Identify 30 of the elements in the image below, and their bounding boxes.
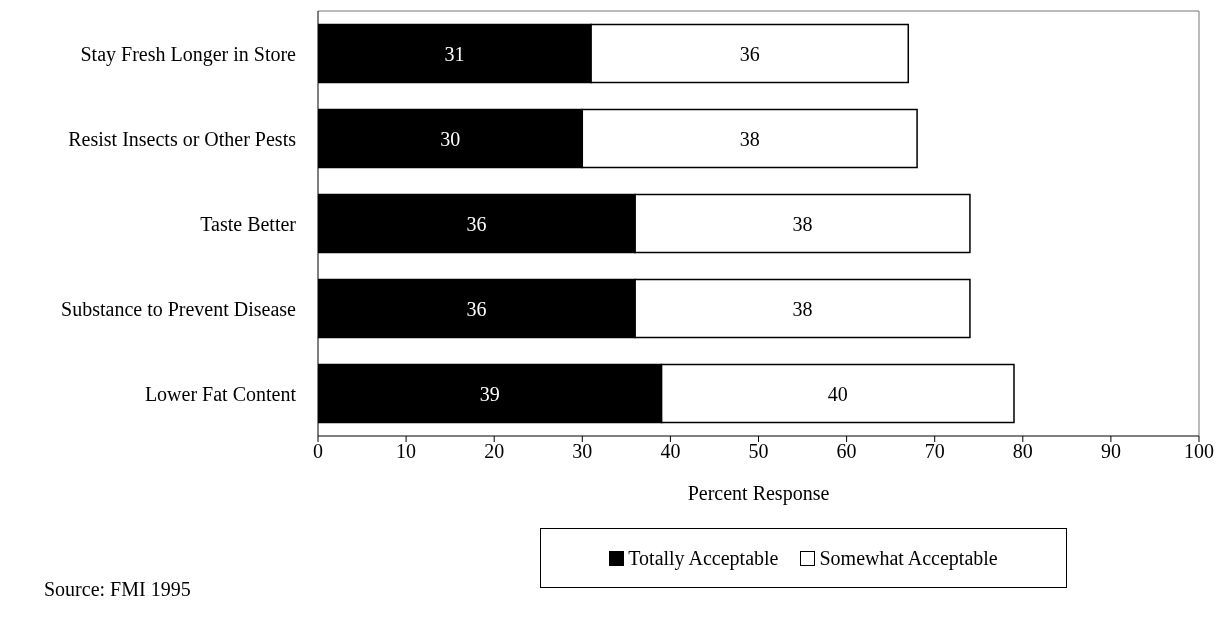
x-tick-label: 100: [1184, 440, 1214, 463]
x-tick-label: 40: [660, 440, 681, 463]
data-label: 38: [792, 297, 813, 320]
x-tick-label: 80: [1012, 440, 1033, 463]
data-label: 39: [479, 382, 500, 405]
source-note: Source: FMI 1995: [44, 578, 191, 601]
y-tick-label: Resist Insects or Other Pests: [68, 127, 297, 150]
data-label: 36: [466, 212, 487, 235]
x-tick-label: 70: [924, 440, 945, 463]
legend-label: Totally Acceptable: [628, 546, 779, 570]
data-label: 40: [827, 382, 848, 405]
legend-label: Somewhat Acceptable: [819, 546, 998, 570]
x-axis-title: Percent Response: [687, 482, 830, 505]
y-tick-label: Stay Fresh Longer in Store: [80, 42, 297, 66]
x-tick-label: 0: [313, 440, 323, 463]
y-tick-label: Lower Fat Content: [144, 382, 297, 405]
x-tick-label: 10: [396, 440, 417, 463]
data-label: 38: [792, 212, 813, 235]
data-label: 38: [739, 127, 760, 150]
x-tick-label: 50: [748, 440, 769, 463]
data-label: 30: [440, 127, 461, 150]
x-tick-label: 90: [1100, 440, 1121, 463]
x-tick-label: 20: [484, 440, 505, 463]
data-label: 36: [739, 42, 760, 65]
y-tick-label: Substance to Prevent Disease: [61, 297, 297, 320]
y-tick-label: Taste Better: [200, 212, 297, 235]
x-tick-label: 30: [572, 440, 593, 463]
data-label: 36: [466, 297, 487, 320]
data-label: 31: [444, 42, 465, 65]
x-tick-label: 60: [836, 440, 857, 463]
